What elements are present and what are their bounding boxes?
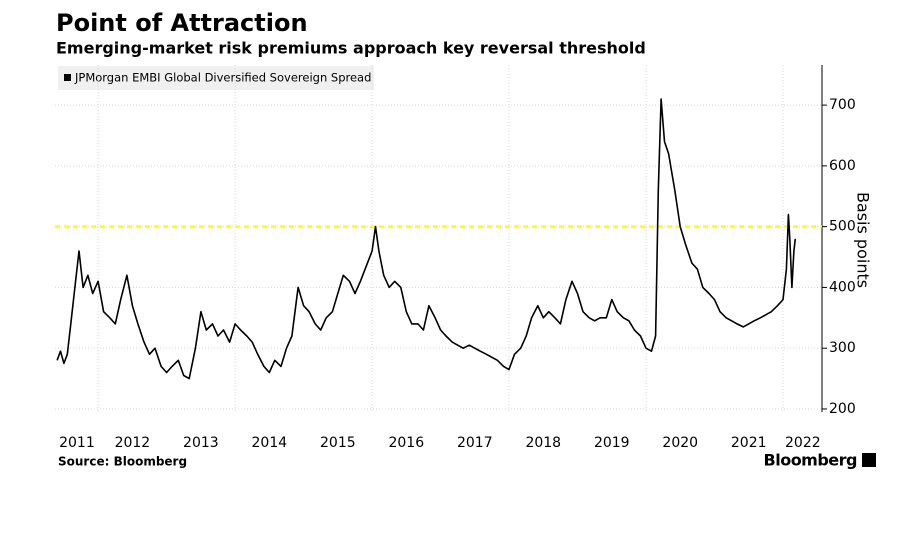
y-tick-label: 300 bbox=[829, 340, 856, 356]
x-tick-label: 2014 bbox=[252, 435, 288, 451]
x-tick-label: 2012 bbox=[115, 435, 151, 451]
y-axis-label: Basis points bbox=[854, 192, 873, 288]
y-tick-label: 200 bbox=[829, 401, 856, 417]
source: Source: Bloomberg bbox=[58, 455, 187, 469]
y-tick-label: 400 bbox=[829, 279, 856, 295]
x-tick-label: 2013 bbox=[183, 435, 219, 451]
legend-swatch bbox=[64, 74, 71, 81]
x-tick-label: 2015 bbox=[320, 435, 356, 451]
line-series bbox=[56, 98, 797, 380]
x-tick-label: 2019 bbox=[594, 435, 630, 451]
x-tick-label: 2011 bbox=[59, 435, 95, 451]
x-tick-label: 2017 bbox=[457, 435, 493, 451]
chart-subtitle: Emerging-market risk premiums approach k… bbox=[56, 39, 646, 58]
y-tick-label: 500 bbox=[829, 219, 856, 235]
x-tick-label: 2016 bbox=[388, 435, 424, 451]
legend-label: JPMorgan EMBI Global Diversified Soverei… bbox=[74, 71, 371, 85]
x-tick-label: 2020 bbox=[662, 435, 698, 451]
x-tick-label: 2021 bbox=[731, 435, 767, 451]
y-tick-label: 700 bbox=[829, 97, 856, 113]
x-tick-label: 2022 bbox=[785, 435, 821, 451]
chart-title: Point of Attraction bbox=[56, 9, 308, 37]
brand-icon bbox=[862, 453, 876, 467]
legend-box bbox=[58, 66, 374, 90]
brand: Bloomberg bbox=[764, 451, 858, 470]
y-tick-label: 600 bbox=[829, 158, 856, 174]
x-tick-label: 2018 bbox=[525, 435, 561, 451]
